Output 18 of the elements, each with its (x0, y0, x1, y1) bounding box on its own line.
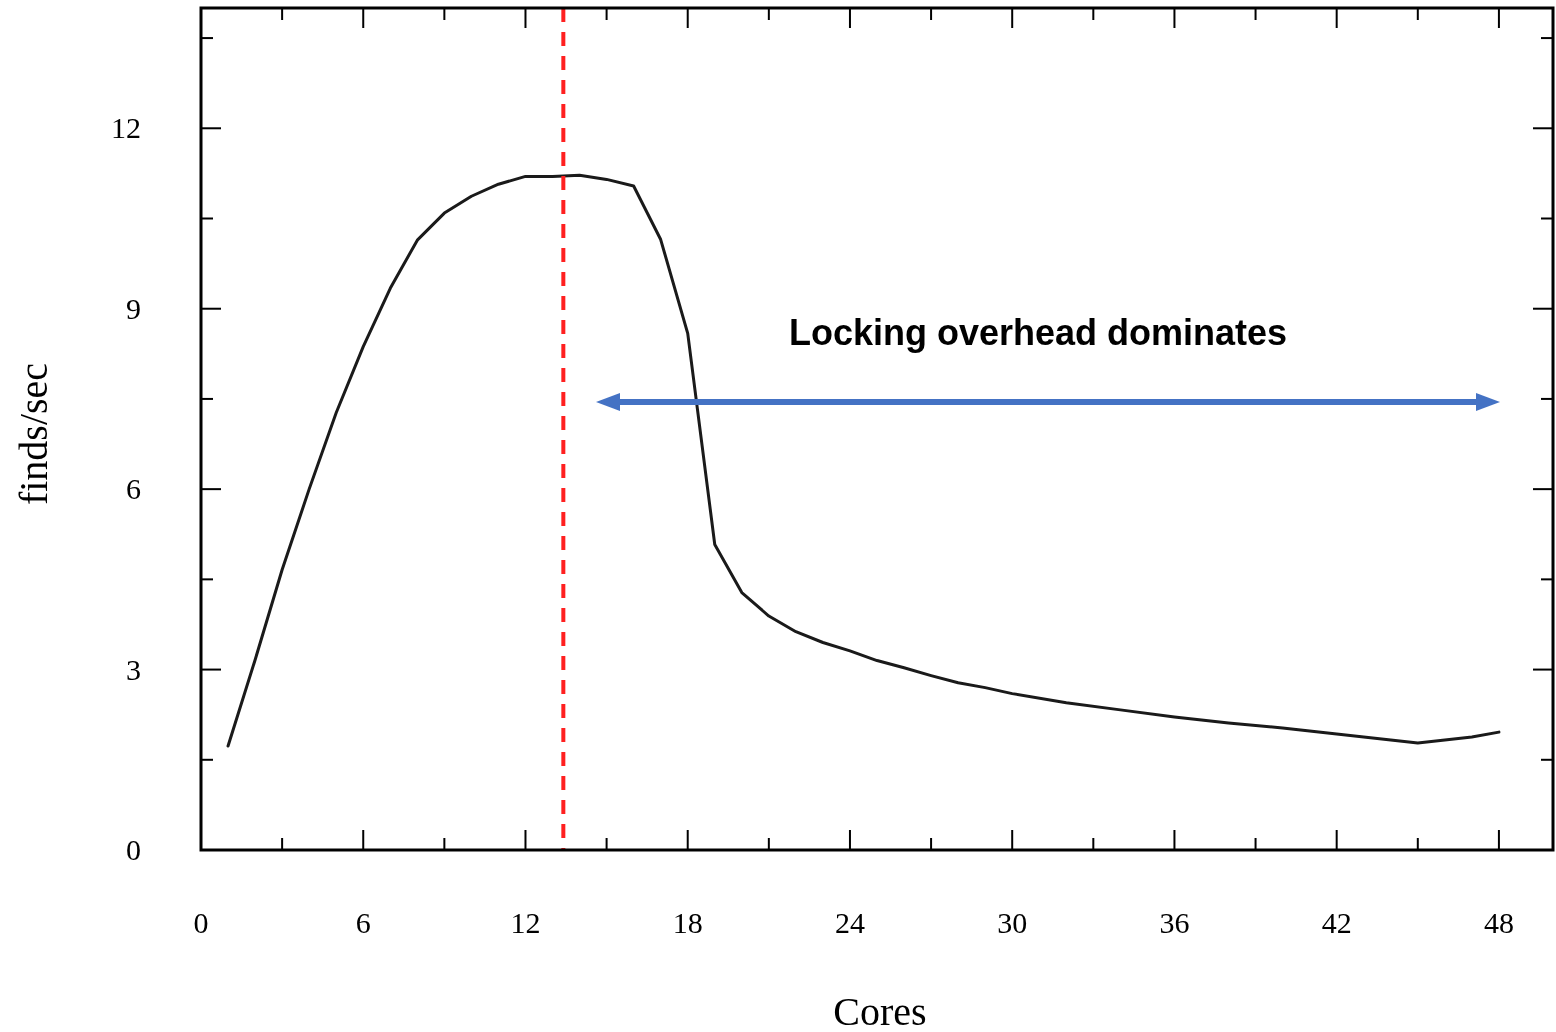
x-tick-label: 18 (672, 906, 703, 939)
y-tick-label: 3 (126, 652, 141, 686)
y-tick-label: 12 (111, 111, 141, 145)
y-axis-title: finds/sec (11, 362, 56, 506)
x-tick-label: 24 (834, 906, 865, 939)
x-tick-label: 36 (1159, 906, 1190, 939)
line-series (226, 173, 1501, 748)
x-tick-label: 30 (997, 906, 1028, 939)
x-tick-label: 48 (1483, 906, 1514, 939)
annotation: Locking overhead dominates (788, 312, 1288, 353)
y-tick-label: 0 (126, 833, 141, 866)
x-tick-label: 12 (510, 906, 541, 939)
x-tick-label: 6 (355, 906, 371, 939)
x-tick-label: 0 (193, 906, 209, 939)
y-tick-label: 9 (126, 291, 141, 325)
y-tick-label: 6 (126, 472, 141, 506)
x-axis-title: Cores (833, 989, 927, 1032)
x-tick-label: 42 (1321, 906, 1352, 939)
